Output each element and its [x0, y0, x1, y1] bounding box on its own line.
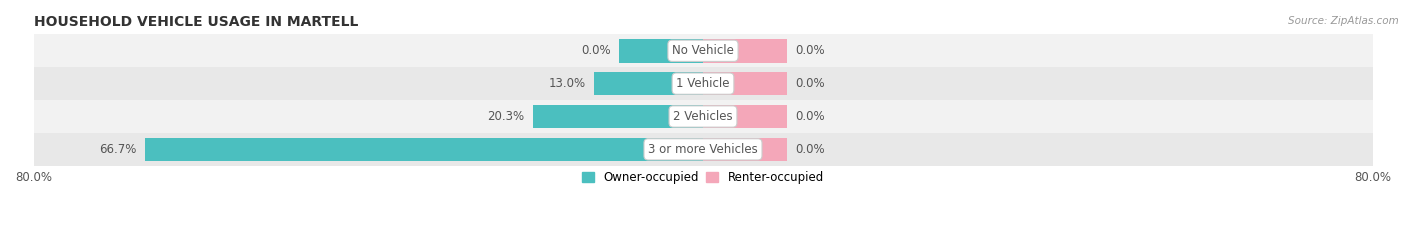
Text: 0.0%: 0.0%: [794, 143, 825, 156]
Text: 0.0%: 0.0%: [794, 110, 825, 123]
Text: 3 or more Vehicles: 3 or more Vehicles: [648, 143, 758, 156]
Bar: [703, 39, 787, 63]
Bar: [533, 105, 703, 128]
Text: 0.0%: 0.0%: [581, 44, 612, 57]
Text: HOUSEHOLD VEHICLE USAGE IN MARTELL: HOUSEHOLD VEHICLE USAGE IN MARTELL: [34, 15, 359, 29]
Text: No Vehicle: No Vehicle: [672, 44, 734, 57]
Text: 13.0%: 13.0%: [548, 77, 586, 90]
Bar: [34, 133, 1372, 166]
Text: 2 Vehicles: 2 Vehicles: [673, 110, 733, 123]
Bar: [703, 72, 787, 96]
Bar: [703, 137, 787, 161]
Text: 0.0%: 0.0%: [794, 44, 825, 57]
Text: 1 Vehicle: 1 Vehicle: [676, 77, 730, 90]
Text: 66.7%: 66.7%: [98, 143, 136, 156]
Bar: [595, 72, 703, 96]
Legend: Owner-occupied, Renter-occupied: Owner-occupied, Renter-occupied: [578, 166, 828, 189]
Text: 20.3%: 20.3%: [488, 110, 524, 123]
Bar: [703, 105, 787, 128]
Bar: [34, 67, 1372, 100]
Bar: [34, 100, 1372, 133]
Text: 0.0%: 0.0%: [794, 77, 825, 90]
Bar: [145, 137, 703, 161]
Bar: [34, 34, 1372, 67]
Text: Source: ZipAtlas.com: Source: ZipAtlas.com: [1288, 16, 1399, 26]
Bar: [619, 39, 703, 63]
